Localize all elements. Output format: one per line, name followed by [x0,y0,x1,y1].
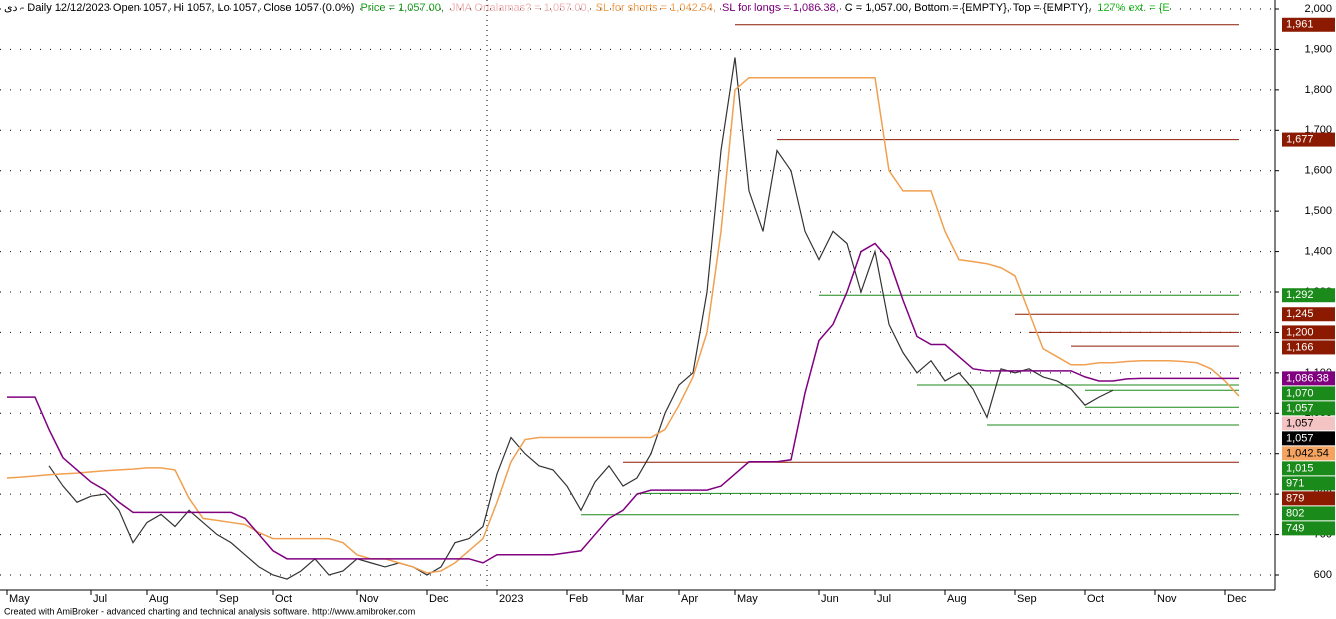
price-badge [1282,17,1335,32]
x-tick-label: Nov [359,593,379,605]
price-badge-label: 1,057 [1286,417,1314,429]
price-badge-label: 1,677 [1286,133,1314,145]
price-badge [1282,476,1335,491]
price-badge-label: 971 [1286,477,1304,489]
header-part: دی - Daily 12/12/2023 Open 1057, Hi 1057… [4,2,354,14]
price-badge-label: 1,086.38 [1286,372,1329,384]
x-tick-label: May [9,593,30,605]
header-part: 127% ext. = {E [1097,2,1169,14]
price-badge-label: 1,245 [1286,308,1314,320]
header-part: SL for longs = 1,086.38, [722,2,839,14]
y-tick-label: 1,600 [1304,165,1332,177]
price-badge-label: 1,961 [1286,19,1314,31]
price-badge [1282,288,1335,303]
price-badge-label: 1,070 [1286,387,1314,399]
header-part: JMA Ortalamas? = 1,057.00, [450,2,590,14]
header-part: Price = 1,057.00, [360,2,443,14]
y-tick-label: 1,800 [1304,84,1332,96]
price-badge [1282,325,1335,340]
price-badge-label: 1,200 [1286,326,1314,338]
x-tick-label: Jun [821,593,839,605]
x-tick-label: Dec [1227,593,1247,605]
footer: Created with AmiBroker - advanced charti… [4,606,415,616]
price-badge-label: 1,166 [1286,341,1314,353]
x-tick-label: Jul [93,593,107,605]
header: دی - Daily 12/12/2023 Open 1057, Hi 1057… [4,2,1170,14]
series-line [6,76,1240,574]
header-part: SL for shorts = 1,042.54, [596,2,716,14]
x-tick-label: Mar [625,593,644,605]
price-badge [1282,416,1335,431]
price-badge-label: 1,057 [1286,402,1314,414]
x-tick-label: Aug [947,593,967,605]
y-tick-label: 600 [1314,569,1332,581]
price-badge [1282,340,1335,355]
series-line [48,57,1114,580]
price-badge [1282,461,1335,476]
y-tick-label: 1,400 [1304,245,1332,257]
x-tick-label: Sep [219,593,239,605]
x-tick-label: 2023 [499,593,523,605]
price-badge [1282,431,1335,446]
series-line [7,242,1239,564]
price-badge-label: 1,015 [1286,462,1314,474]
y-tick-label: 2,000 [1304,3,1332,15]
price-badge [1282,491,1335,506]
price-badge-label: 1,292 [1286,289,1314,301]
price-badge-label: 1,057 [1286,432,1314,444]
x-tick-label: Sep [1017,593,1037,605]
y-tick-label: 1,900 [1304,43,1332,55]
price-badge [1282,371,1335,386]
price-badge-label: 1,042.54 [1286,447,1329,459]
y-tick-label: 1,500 [1304,205,1332,217]
x-tick-label: Oct [275,593,292,605]
price-badge [1282,401,1335,416]
price-badge-label: 879 [1286,492,1304,504]
price-badge [1282,386,1335,401]
price-badge-label: 802 [1286,507,1304,519]
x-tick-label: May [737,593,758,605]
x-tick-label: Dec [429,593,449,605]
x-tick-label: Apr [681,593,698,605]
price-badge [1282,446,1335,461]
x-tick-label: Feb [569,593,588,605]
price-badge [1282,521,1335,536]
price-badge [1282,506,1335,521]
x-tick-label: Aug [149,593,169,605]
price-badge-label: 749 [1286,522,1304,534]
price-badge [1282,132,1335,147]
price-badge [1282,307,1335,322]
x-tick-label: Oct [1087,593,1104,605]
x-tick-label: Jul [877,593,891,605]
x-tick-label: Nov [1157,593,1177,605]
header-part: C = 1,057.00, Bottom = {EMPTY}, Top = {E… [845,2,1092,14]
